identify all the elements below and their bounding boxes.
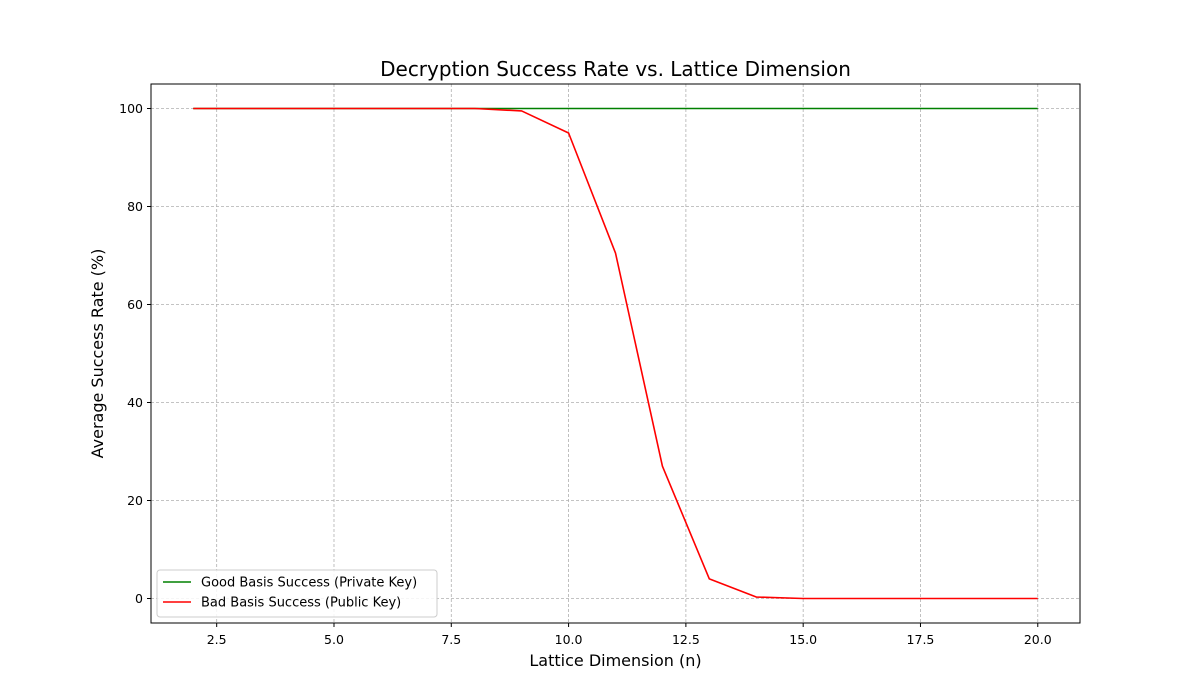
axis-ticks: 2.5 5.0 7.5 10.0 12.5 15.0 17.5 20.0 0 20 40 60 80 10…: [119, 101, 1052, 647]
x-tick-label: 20.0: [1024, 632, 1052, 647]
x-tick-label: 2.5: [207, 632, 227, 647]
x-tick-label: 17.5: [907, 632, 935, 647]
legend: Good Basis Success (Private Key) Bad Basi…: [156, 569, 438, 618]
x-tick-label: 12.5: [672, 632, 700, 647]
y-tick-label: 20: [127, 493, 143, 508]
y-tick-label: 0: [135, 591, 143, 606]
series-lines: [193, 107, 1038, 600]
y-tick-label: 100: [119, 101, 143, 116]
x-tick-label: 5.0: [324, 632, 344, 647]
series-line-2: [193, 107, 1038, 600]
y-tick-label: 40: [127, 395, 143, 410]
x-tick-label: 15.0: [789, 632, 817, 647]
legend-box: [156, 569, 438, 618]
x-tick-label: 7.5: [441, 632, 461, 647]
y-axis-label: Average Success Rate (%): [88, 249, 107, 459]
x-axis-label: Lattice Dimension (n): [529, 651, 701, 670]
y-tick-label: 80: [127, 199, 143, 214]
legend-label-2: Bad Basis Success (Public Key): [201, 596, 401, 611]
legend-label-1: Good Basis Success (Private Key): [201, 576, 417, 591]
y-tick-label: 60: [127, 297, 143, 312]
x-tick-label: 10.0: [555, 632, 583, 647]
plot-frame: [150, 83, 1081, 624]
chart-title: Decryption Success Rate vs. Lattice Dime…: [380, 57, 851, 81]
